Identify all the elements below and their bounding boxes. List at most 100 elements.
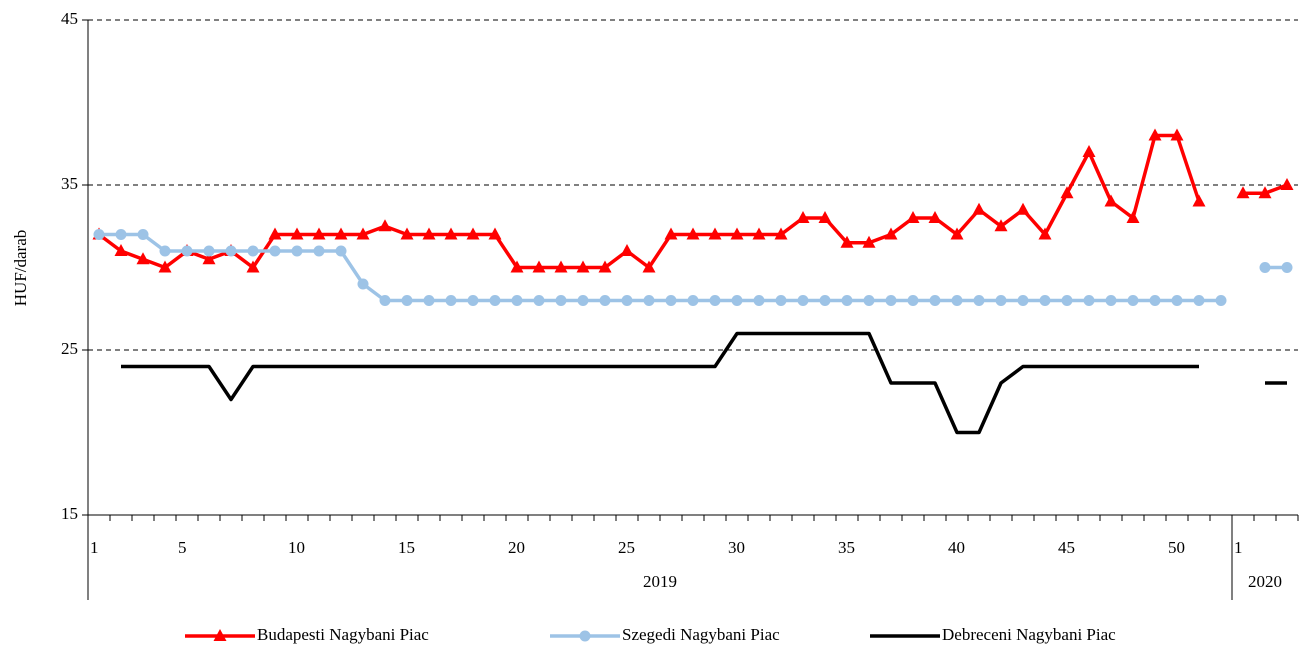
- point-marker: [643, 295, 655, 306]
- point-marker: [599, 295, 611, 306]
- x-tick-label: 25: [618, 538, 635, 557]
- point-marker: [401, 295, 413, 306]
- point-marker: [951, 295, 963, 306]
- point-marker: [1171, 295, 1183, 306]
- point-marker: [114, 244, 128, 256]
- point-marker: [1280, 178, 1294, 190]
- point-marker: [444, 227, 458, 240]
- point-marker: [379, 295, 391, 306]
- point-marker: [1083, 295, 1095, 306]
- point-marker: [907, 295, 919, 306]
- point-marker: [510, 260, 524, 273]
- point-marker: [1148, 128, 1162, 141]
- point-marker: [687, 295, 699, 306]
- y-tick-label: 35: [61, 174, 78, 193]
- point-marker: [533, 295, 545, 306]
- point-marker: [973, 295, 985, 306]
- y-tick-label: 45: [61, 9, 78, 28]
- point-marker: [247, 245, 259, 257]
- legend-marker: [579, 630, 591, 642]
- point-marker: [665, 295, 677, 306]
- point-marker: [1082, 145, 1096, 157]
- point-marker: [1017, 295, 1029, 306]
- point-marker: [137, 229, 149, 240]
- point-marker: [620, 244, 634, 256]
- point-marker: [818, 211, 832, 223]
- point-marker: [159, 245, 171, 257]
- x-tick-label: 50: [1168, 538, 1185, 557]
- point-marker: [1126, 211, 1140, 223]
- point-marker: [181, 245, 193, 257]
- point-marker: [841, 295, 853, 306]
- point-marker: [1039, 295, 1051, 306]
- point-marker: [115, 229, 127, 240]
- point-marker: [576, 260, 590, 273]
- point-marker: [489, 295, 501, 306]
- point-marker: [775, 295, 787, 306]
- series-line: [99, 232, 1287, 303]
- point-marker: [686, 227, 700, 240]
- point-marker: [1016, 202, 1030, 215]
- point-marker: [819, 295, 831, 306]
- x-tick-label: 5: [178, 538, 187, 557]
- point-marker: [312, 227, 326, 240]
- x-tick-label: 35: [838, 538, 855, 557]
- point-marker: [885, 295, 897, 306]
- point-marker: [1127, 295, 1139, 306]
- point-marker: [334, 227, 348, 240]
- point-marker: [158, 260, 172, 273]
- point-marker: [862, 235, 876, 248]
- x-tick-label: 40: [948, 538, 965, 557]
- point-marker: [400, 227, 414, 240]
- legend-label: Debreceni Nagybani Piac: [942, 625, 1116, 644]
- point-marker: [621, 295, 633, 306]
- point-marker: [467, 295, 479, 306]
- point-marker: [1061, 295, 1073, 306]
- point-marker: [642, 260, 656, 273]
- y-tick-label: 25: [61, 339, 78, 358]
- point-marker: [1149, 295, 1161, 306]
- x-tick-label: 1: [90, 538, 99, 557]
- point-marker: [906, 211, 920, 223]
- point-marker: [466, 227, 480, 240]
- point-marker: [511, 295, 523, 306]
- point-marker: [994, 219, 1008, 232]
- legend-marker: [213, 629, 227, 641]
- point-marker: [554, 260, 568, 273]
- point-marker: [950, 227, 964, 240]
- legend-label: Szegedi Nagybani Piac: [622, 625, 780, 644]
- x-tick-label: 30: [728, 538, 745, 557]
- point-marker: [708, 227, 722, 240]
- point-marker: [709, 295, 721, 306]
- x-tick-label: 20: [508, 538, 525, 557]
- point-marker: [313, 245, 325, 257]
- point-marker: [577, 295, 589, 306]
- point-marker: [797, 295, 809, 306]
- point-marker: [928, 211, 942, 223]
- point-marker: [598, 260, 612, 273]
- point-marker: [796, 211, 810, 223]
- y-tick-label: 15: [61, 504, 78, 523]
- point-marker: [488, 227, 502, 240]
- point-marker: [664, 227, 678, 240]
- point-marker: [202, 252, 216, 265]
- point-marker: [335, 245, 347, 257]
- point-marker: [1236, 186, 1250, 199]
- point-marker: [1193, 295, 1205, 306]
- point-marker: [269, 245, 281, 257]
- point-marker: [1170, 128, 1184, 141]
- point-marker: [929, 295, 941, 306]
- group-label: 2020: [1248, 572, 1282, 591]
- point-marker: [290, 227, 304, 240]
- point-marker: [555, 295, 567, 306]
- point-marker: [1215, 295, 1227, 306]
- point-marker: [423, 295, 435, 306]
- point-marker: [731, 295, 743, 306]
- point-marker: [774, 227, 788, 240]
- point-marker: [752, 227, 766, 240]
- point-marker: [884, 227, 898, 240]
- point-marker: [1060, 186, 1074, 199]
- point-marker: [445, 295, 457, 306]
- point-marker: [357, 278, 369, 290]
